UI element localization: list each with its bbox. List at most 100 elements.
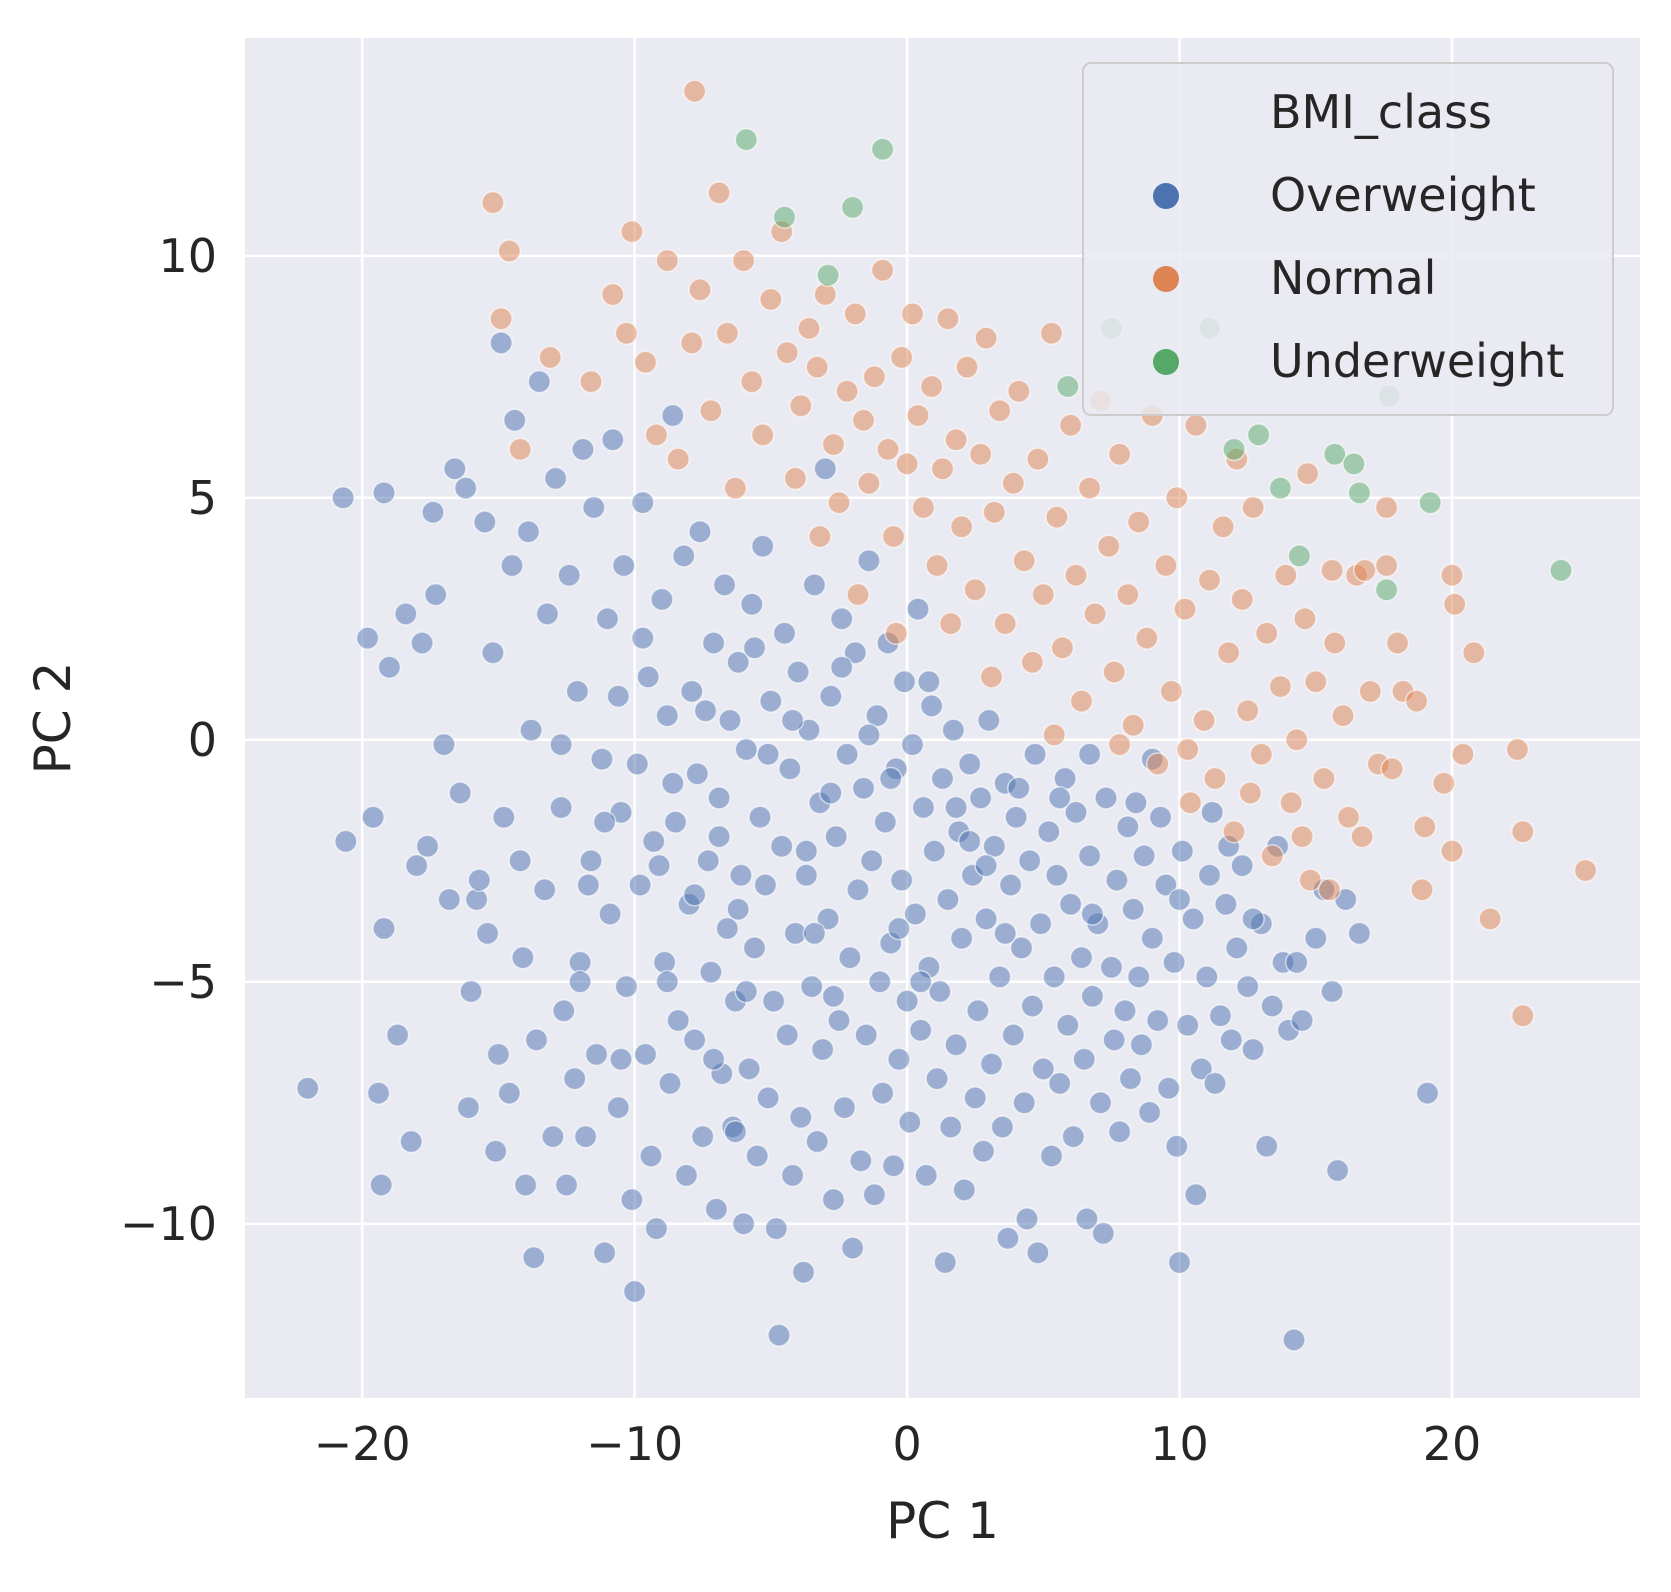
data-point <box>1222 819 1246 844</box>
data-point <box>1189 1057 1214 1081</box>
data-point <box>508 437 532 462</box>
data-point <box>859 849 884 873</box>
y-tick-label: 10 <box>158 229 217 283</box>
data-point <box>846 582 870 607</box>
data-point <box>1116 815 1140 839</box>
data-point <box>819 781 843 805</box>
data-point <box>1442 592 1467 617</box>
data-point <box>922 839 947 863</box>
data-point <box>1320 979 1344 1004</box>
data-point <box>816 263 840 287</box>
data-point <box>805 1129 829 1154</box>
data-point <box>541 1124 565 1149</box>
data-point <box>557 563 581 587</box>
data-point <box>614 321 639 345</box>
data-point <box>377 655 402 679</box>
data-point <box>933 1250 957 1275</box>
data-point <box>1154 873 1178 897</box>
data-point <box>1004 805 1028 829</box>
data-point <box>794 863 819 888</box>
data-point <box>527 369 552 394</box>
data-point <box>661 771 685 796</box>
data-point <box>851 408 876 433</box>
data-point <box>998 873 1023 897</box>
data-point <box>979 1052 1004 1076</box>
data-point <box>704 1197 729 1221</box>
data-point <box>592 1241 617 1265</box>
data-point <box>1192 708 1216 733</box>
data-point <box>805 355 829 379</box>
x-tick-label: −20 <box>314 1417 411 1471</box>
data-point <box>791 1260 816 1284</box>
data-point <box>361 805 385 829</box>
data-point <box>620 219 644 244</box>
data-point <box>1216 640 1241 665</box>
data-point <box>1096 534 1121 558</box>
data-point <box>930 456 955 481</box>
data-point <box>655 970 680 994</box>
data-point <box>769 834 794 859</box>
data-point <box>1462 640 1486 665</box>
data-point <box>898 1110 922 1134</box>
data-point <box>1056 374 1080 399</box>
data-point <box>707 824 731 849</box>
data-point <box>1323 442 1347 466</box>
data-point <box>1268 476 1293 500</box>
data-point <box>1102 1028 1126 1052</box>
data-point <box>963 577 987 602</box>
data-point <box>881 1153 906 1178</box>
data-point <box>821 984 846 1009</box>
data-point <box>443 456 467 481</box>
data-point <box>1156 1076 1181 1100</box>
data-point <box>552 999 576 1023</box>
data-point <box>876 437 900 462</box>
data-point <box>917 669 941 694</box>
data-point <box>516 519 541 544</box>
data-point <box>601 282 625 307</box>
data-point <box>808 524 832 549</box>
data-point <box>500 553 524 578</box>
data-point <box>1230 587 1254 612</box>
data-point <box>1222 437 1246 462</box>
data-point <box>835 379 859 404</box>
data-point <box>1107 732 1132 757</box>
data-point <box>410 631 434 655</box>
data-point <box>606 1095 631 1120</box>
data-point <box>1173 597 1197 621</box>
data-point <box>925 1066 949 1091</box>
data-point <box>1347 481 1372 505</box>
data-point <box>1203 766 1227 791</box>
data-point <box>366 1081 391 1105</box>
data-point <box>1235 974 1260 999</box>
data-point <box>582 495 606 520</box>
data-point <box>1159 679 1184 704</box>
data-point <box>955 355 979 379</box>
data-point <box>663 810 688 834</box>
data-point <box>1374 577 1399 602</box>
data-point <box>1154 553 1178 578</box>
y-tick-label: −5 <box>149 955 217 1009</box>
data-point <box>1404 689 1429 713</box>
data-point <box>1124 790 1148 815</box>
data-point <box>756 1086 780 1110</box>
data-point <box>1284 950 1309 975</box>
data-point <box>1077 844 1102 868</box>
data-point <box>857 723 881 747</box>
data-point <box>827 1008 851 1033</box>
data-point <box>734 737 759 762</box>
data-point <box>1197 568 1222 592</box>
data-point <box>481 640 505 665</box>
data-point <box>843 302 868 326</box>
data-point <box>712 573 737 597</box>
data-point <box>595 607 620 631</box>
data-point <box>682 882 707 907</box>
data-point <box>734 979 759 1004</box>
data-point <box>786 660 810 684</box>
data-point <box>1007 379 1031 404</box>
data-point <box>661 403 685 428</box>
data-point <box>1573 858 1598 883</box>
data-point <box>884 621 908 646</box>
data-point <box>1031 582 1056 607</box>
data-point <box>622 1279 647 1304</box>
data-point <box>644 423 669 447</box>
